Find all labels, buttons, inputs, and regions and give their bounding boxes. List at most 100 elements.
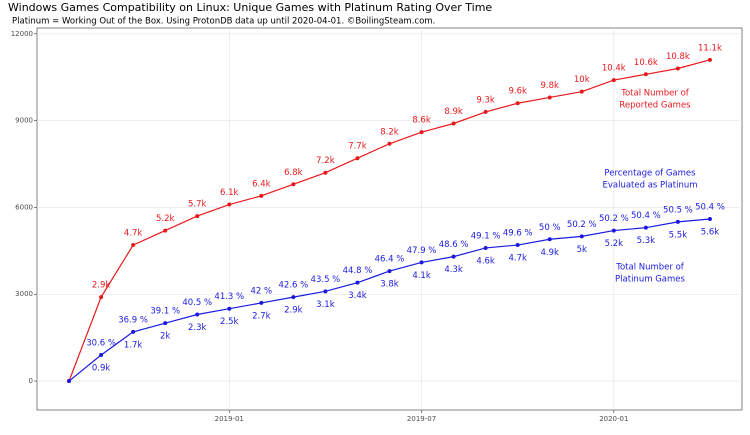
data-label: 9.8k [541,81,560,91]
x-tick-label: 2019-07 [407,415,436,423]
y-tick-label: 6000 [15,203,33,211]
data-point [611,228,616,233]
data-label: 4.7k [124,229,143,239]
data-point [163,228,168,233]
data-label: 10.8k [666,52,690,62]
data-label: 5.6k [701,228,720,238]
data-label: 2.7k [252,311,271,321]
data-point [547,95,552,100]
data-label: 10k [574,75,590,85]
data-point [291,295,296,300]
data-point [67,379,72,384]
data-label: 5.5k [669,230,688,240]
annotation: Total Number of [620,89,690,99]
data-point [291,182,296,187]
percentage-label: 40.5 % [182,298,212,308]
chart-subtitle: Platinum = Working Out of the Box. Using… [12,17,435,27]
data-point [131,243,136,248]
data-label: 10.4k [602,64,626,74]
y-tick-label: 0 [29,377,33,385]
data-label: 6.8k [284,168,303,178]
data-label: 2.9k [284,306,303,316]
percentage-label: 50 % [539,223,561,233]
data-label: 1.7k [124,340,143,350]
annotation: Total Number of [615,263,685,273]
data-point [227,202,232,207]
data-point [419,130,424,135]
data-point [643,225,648,230]
data-label: 4.9k [541,248,560,258]
data-label: 5.3k [637,236,656,246]
y-tick-label: 12000 [11,30,33,38]
data-point [483,245,488,250]
plot-panel [36,27,743,411]
percentage-label: 43.5 % [311,275,341,285]
data-point [451,121,456,126]
data-point [259,193,264,198]
percentage-label: 44.8 % [343,266,373,276]
data-point [547,237,552,242]
data-label: 8.9k [444,107,463,117]
percentage-label: 42 % [251,286,273,296]
data-label: 7.7k [348,142,367,152]
data-point [131,329,136,334]
data-label: 2k [160,332,170,342]
y-tick-label: 9000 [15,117,33,125]
data-label: 5.2k [156,214,175,224]
percentage-label: 50.5 % [663,205,693,215]
data-label: 4.3k [444,265,463,275]
percentage-label: 36.9 % [118,315,148,325]
data-point [387,269,392,274]
annotation: Reported Games [619,101,691,111]
data-label: 4.7k [508,254,527,264]
data-label: 2.9k [92,281,111,291]
percentage-label: 41.3 % [214,292,244,302]
data-label: 5.2k [605,239,624,249]
data-point [195,214,200,219]
annotation: Platinum Games [615,275,685,285]
data-point [323,289,328,294]
y-tick-label: 3000 [15,290,33,298]
data-point [387,141,392,146]
data-point [707,217,712,221]
data-point [451,254,456,259]
data-label: 3.8k [380,280,399,290]
data-label: 2.3k [188,323,207,333]
data-point [355,156,360,161]
data-point [419,260,424,265]
data-label: 4.1k [412,271,431,281]
annotation: Evaluated as Platinum [602,181,697,191]
data-label: 9.3k [476,95,495,105]
data-label: 5k [577,245,587,255]
data-label: 6.4k [252,179,271,189]
data-point [323,170,328,175]
percentage-label: 42.6 % [279,281,309,291]
data-label: 7.2k [316,156,335,166]
percentage-label: 48.6 % [439,240,469,250]
percentage-label: 49.6 % [503,229,533,239]
percentage-label: 50.2 % [567,220,597,230]
chart-title: Windows Games Compatibility on Linux: Un… [8,1,492,14]
data-point [579,89,584,94]
data-label: 3.4k [348,291,367,301]
x-tick-label: 2020-01 [599,415,628,423]
data-label: 3.1k [316,300,335,310]
data-label: 6.1k [220,188,239,198]
data-label: 8.2k [380,127,399,137]
data-point [643,72,648,77]
x-tick-label: 2019-01 [215,415,244,423]
data-label: 0.9k [92,364,111,374]
data-point [515,101,520,106]
data-point [675,66,680,71]
data-label: 11.1k [698,43,722,53]
data-label: 5.7k [188,200,207,210]
data-point [195,312,200,317]
percentage-label: 47.9 % [407,246,437,256]
data-label: 10.6k [634,58,658,68]
data-point [355,280,360,285]
data-point [163,321,168,326]
data-point [579,234,584,239]
data-point [515,243,520,248]
data-label: 2.5k [220,317,239,327]
